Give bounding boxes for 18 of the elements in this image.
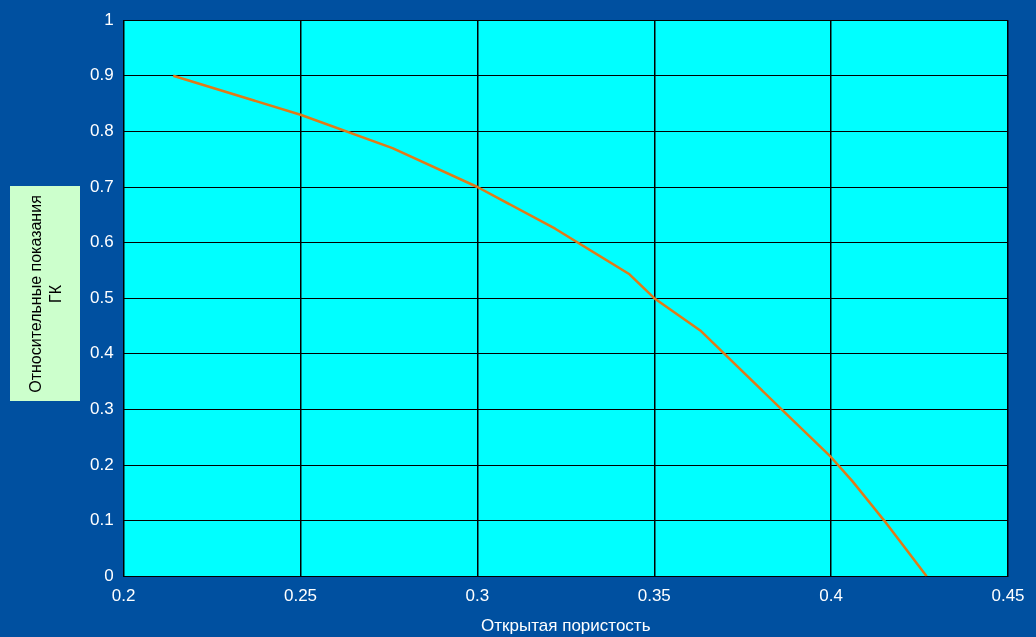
y-tick-label: 0.2: [89, 454, 114, 474]
y-tick-label: 0.7: [89, 176, 114, 196]
x-axis-title: Открытая пористость: [481, 616, 651, 636]
y-axis-title: Относительные показания ГК: [25, 193, 64, 395]
y-tick-label: 0.4: [89, 343, 114, 363]
y-tick-label: 0.1: [89, 510, 114, 530]
y-tick-label: 0.5: [89, 287, 114, 307]
x-tick-label: 0.4: [819, 586, 843, 606]
y-tick-label: 0.9: [89, 65, 114, 85]
x-tick-label: 0.35: [637, 586, 671, 606]
y-tick-label: 1: [104, 9, 114, 29]
x-tick-label: 0.3: [465, 586, 490, 606]
y-tick-label: 0.8: [89, 121, 114, 141]
y-tick-label: 0.6: [89, 232, 114, 252]
x-tick-label: 0.25: [283, 586, 318, 606]
x-tick-label: 0.45: [991, 586, 1025, 606]
y-tick-label: 0.3: [89, 399, 114, 419]
y-tick-label: 0: [104, 565, 114, 585]
